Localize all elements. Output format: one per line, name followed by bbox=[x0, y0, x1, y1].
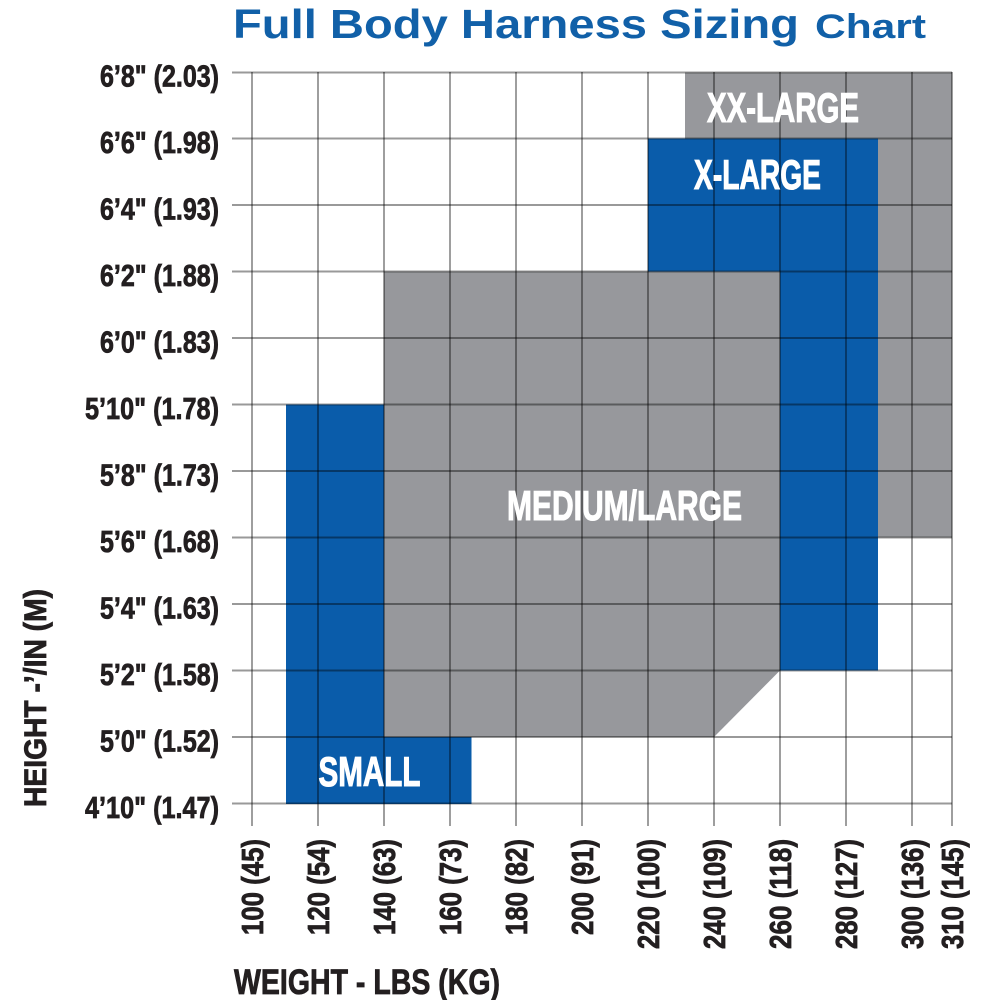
svg-text:MEDIUM/LARGE: MEDIUM/LARGE bbox=[507, 482, 742, 529]
svg-text:180 (82): 180 (82) bbox=[499, 839, 534, 935]
svg-text:200 (91): 200 (91) bbox=[565, 839, 600, 935]
svg-text:220 (100): 220 (100) bbox=[631, 839, 666, 949]
svg-text:310 (145): 310 (145) bbox=[935, 839, 970, 949]
svg-text:100 (45): 100 (45) bbox=[235, 839, 270, 935]
svg-text:6’2" (1.88): 6’2" (1.88) bbox=[100, 258, 219, 293]
svg-text:5’2" (1.58): 5’2" (1.58) bbox=[100, 657, 219, 692]
svg-text:6’6" (1.98): 6’6" (1.98) bbox=[100, 125, 219, 160]
svg-text:5’0" (1.52): 5’0" (1.52) bbox=[100, 723, 219, 758]
svg-text:4’10" (1.47): 4’10" (1.47) bbox=[85, 790, 219, 825]
svg-text:5’10" (1.78): 5’10" (1.78) bbox=[85, 391, 219, 426]
svg-text:XX-LARGE: XX-LARGE bbox=[707, 84, 859, 131]
svg-text:WEIGHT - LBS (KG): WEIGHT - LBS (KG) bbox=[234, 962, 500, 1000]
svg-text:280 (127): 280 (127) bbox=[829, 839, 864, 949]
svg-text:X-LARGE: X-LARGE bbox=[694, 151, 821, 198]
svg-text:240 (109): 240 (109) bbox=[697, 839, 732, 949]
svg-text:6’4" (1.93): 6’4" (1.93) bbox=[100, 191, 219, 226]
svg-text:6’0" (1.83): 6’0" (1.83) bbox=[100, 324, 219, 359]
svg-text:300 (136): 300 (136) bbox=[895, 839, 930, 949]
svg-text:Chart: Chart bbox=[815, 8, 926, 46]
svg-text:SMALL: SMALL bbox=[319, 748, 421, 795]
svg-text:120 (54): 120 (54) bbox=[301, 839, 336, 935]
svg-text:5’6" (1.68): 5’6" (1.68) bbox=[100, 524, 219, 559]
svg-text:5’8" (1.73): 5’8" (1.73) bbox=[100, 457, 219, 492]
svg-text:140 (63): 140 (63) bbox=[367, 839, 402, 935]
svg-text:260 (118): 260 (118) bbox=[763, 839, 798, 949]
svg-text:HEIGHT -’/IN (M): HEIGHT -’/IN (M) bbox=[17, 589, 53, 807]
svg-text:Full Body Harness Sizing: Full Body Harness Sizing bbox=[233, 1, 799, 47]
svg-text:5’4" (1.63): 5’4" (1.63) bbox=[100, 590, 219, 625]
svg-text:6’8" (2.03): 6’8" (2.03) bbox=[100, 58, 219, 93]
svg-text:160 (73): 160 (73) bbox=[433, 839, 468, 935]
